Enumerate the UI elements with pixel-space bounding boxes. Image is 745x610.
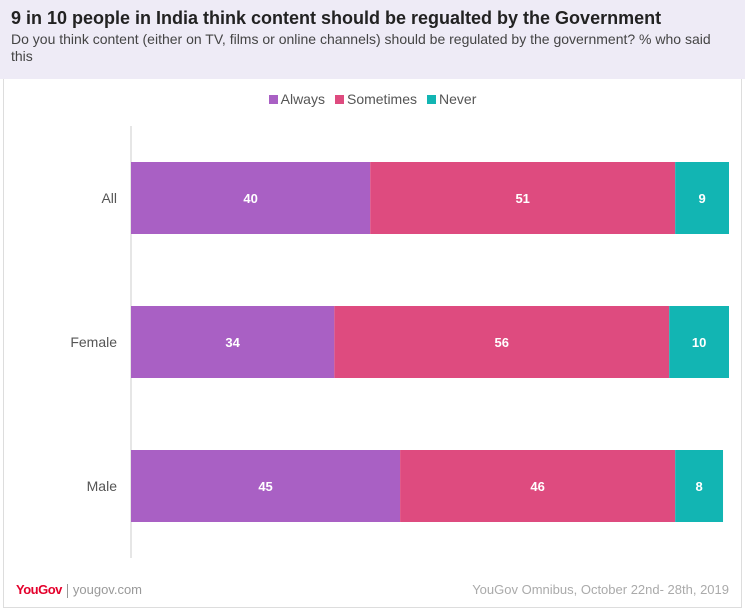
legend-swatch xyxy=(334,95,344,104)
category-label: Male xyxy=(87,478,118,494)
data-label: 9 xyxy=(698,191,705,206)
legend: Always Sometimes Never xyxy=(0,90,745,108)
data-label: 56 xyxy=(495,335,509,350)
data-label: 8 xyxy=(695,479,702,494)
header: 9 in 10 people in India think content sh… xyxy=(0,0,745,79)
bar-always-all xyxy=(131,162,371,234)
data-label: 45 xyxy=(258,479,272,494)
legend-item-sometimes: Sometimes xyxy=(334,91,418,107)
site-link[interactable]: yougov.com xyxy=(72,582,143,597)
yougov-logo: YouGov xyxy=(16,582,62,597)
bar-sometimes-all xyxy=(370,162,676,234)
category-label: All xyxy=(101,190,117,206)
chart-title: 9 in 10 people in India think content sh… xyxy=(11,8,662,28)
bar-never-female xyxy=(669,306,729,378)
chart-subtitle: Do you think content (either on TV, film… xyxy=(11,31,711,64)
data-label: 34 xyxy=(225,335,240,350)
bar-never-male xyxy=(675,450,724,522)
legend-label: Never xyxy=(439,91,477,107)
legend-label: Sometimes xyxy=(346,91,418,107)
legend-label: Always xyxy=(280,91,325,107)
separator xyxy=(66,583,68,598)
legend-swatch xyxy=(268,95,278,104)
bar-sometimes-male xyxy=(400,450,676,522)
legend-item-always: Always xyxy=(268,91,325,107)
footer-branding: YouGov yougov.com xyxy=(16,582,142,598)
source-note: YouGov Omnibus, October 22nd- 28th, 2019 xyxy=(472,582,729,597)
data-label: 51 xyxy=(515,191,529,206)
category-label: Female xyxy=(70,334,117,350)
legend-item-never: Never xyxy=(427,91,476,107)
data-label: 40 xyxy=(243,191,257,206)
data-label: 46 xyxy=(530,479,544,494)
legend-swatch xyxy=(427,95,437,104)
bar-always-male xyxy=(131,450,401,522)
bar-always-female xyxy=(131,306,335,378)
bar-sometimes-female xyxy=(334,306,670,378)
data-label: 10 xyxy=(692,335,706,350)
bar-never-all xyxy=(675,162,729,234)
